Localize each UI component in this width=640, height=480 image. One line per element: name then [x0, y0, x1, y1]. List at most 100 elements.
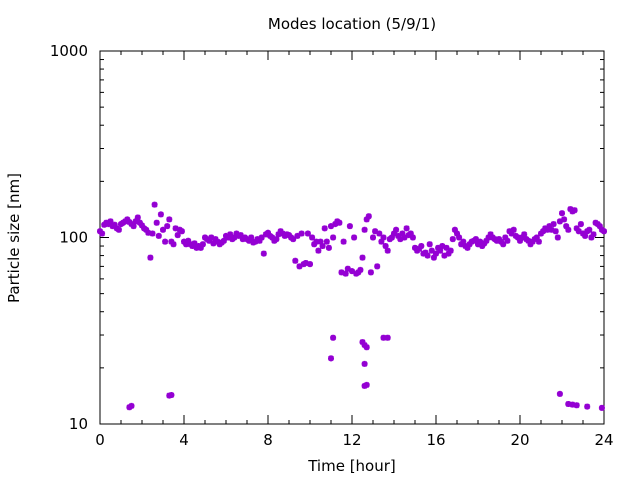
data-point: [401, 234, 408, 241]
data-point: [355, 269, 362, 276]
data-point: [521, 231, 528, 238]
data-point: [441, 252, 448, 259]
data-point: [294, 232, 301, 239]
data-point: [424, 252, 431, 259]
data-point: [323, 238, 330, 245]
x-tick-label: 16: [426, 431, 445, 449]
x-tick-label: 0: [95, 431, 105, 449]
data-point: [170, 241, 177, 248]
data-point: [514, 234, 521, 241]
data-point: [164, 223, 171, 230]
x-tick-label: 4: [179, 431, 189, 449]
data-point: [206, 237, 213, 244]
data-point: [399, 230, 406, 237]
data-point: [208, 234, 215, 241]
data-point: [380, 234, 387, 241]
data-point: [336, 219, 343, 226]
data-point: [359, 339, 366, 346]
data-point: [145, 229, 152, 236]
data-point: [407, 230, 414, 237]
data-point: [157, 211, 164, 218]
data-point: [403, 225, 410, 232]
data-point: [330, 334, 337, 341]
data-point: [584, 403, 591, 410]
data-point: [166, 216, 173, 223]
data-point: [376, 230, 383, 237]
data-point: [565, 226, 572, 233]
data-point: [231, 234, 238, 241]
data-points: [97, 201, 607, 411]
data-point: [485, 234, 492, 241]
data-point: [496, 236, 502, 243]
data-point: [168, 392, 175, 399]
data-point: [483, 237, 490, 244]
data-point: [363, 381, 370, 388]
data-point: [561, 216, 568, 223]
data-point: [225, 234, 232, 241]
data-point: [430, 254, 437, 261]
data-point: [325, 244, 332, 251]
data-point: [189, 243, 196, 250]
data-point: [174, 232, 181, 239]
data-point: [168, 238, 175, 245]
data-point: [582, 232, 589, 239]
data-point: [454, 230, 460, 237]
data-point: [349, 268, 355, 275]
data-point: [107, 218, 114, 225]
data-point: [304, 230, 311, 237]
data-point: [155, 232, 162, 239]
data-point: [500, 241, 507, 248]
data-point: [359, 254, 366, 261]
data-point: [382, 243, 389, 250]
data-point: [260, 250, 267, 257]
data-point: [487, 231, 494, 238]
data-point: [477, 238, 484, 245]
data-point: [181, 238, 187, 245]
data-point: [365, 213, 372, 220]
data-point: [315, 247, 322, 254]
data-point: [586, 226, 593, 233]
data-point: [296, 263, 303, 270]
x-tick-label: 24: [594, 431, 613, 449]
data-point: [563, 223, 570, 230]
data-point: [147, 254, 154, 261]
data-point: [517, 237, 523, 244]
data-point: [552, 228, 559, 235]
data-point: [439, 243, 446, 250]
data-point: [212, 236, 219, 243]
data-point: [351, 234, 358, 241]
data-point: [573, 402, 580, 409]
data-point: [178, 228, 185, 235]
data-point: [321, 225, 328, 232]
data-point: [269, 234, 276, 241]
data-point: [143, 226, 150, 233]
data-point: [346, 223, 353, 230]
data-point: [384, 247, 391, 254]
data-point: [111, 221, 118, 228]
data-point: [393, 226, 400, 233]
data-point: [290, 236, 297, 243]
data-point: [344, 265, 351, 272]
data-point: [384, 334, 391, 341]
data-point: [504, 237, 511, 244]
data-point: [559, 210, 565, 217]
data-point: [199, 241, 206, 248]
data-point: [569, 401, 576, 408]
data-point: [367, 269, 374, 276]
data-point: [317, 238, 324, 245]
data-point: [342, 270, 349, 277]
data-point: [214, 238, 221, 245]
data-point: [449, 236, 456, 243]
axis-tick-labels: 0 4 8 12 16 20 24 10 100 1000: [50, 42, 614, 449]
data-point: [548, 226, 555, 233]
data-point: [183, 241, 190, 248]
data-point: [256, 237, 263, 244]
data-point: [527, 241, 534, 248]
data-point: [220, 237, 227, 244]
data-point: [380, 334, 387, 341]
data-point: [412, 244, 418, 251]
data-point: [498, 238, 505, 245]
data-point: [416, 245, 423, 252]
data-point: [372, 228, 379, 235]
data-point: [435, 244, 442, 251]
